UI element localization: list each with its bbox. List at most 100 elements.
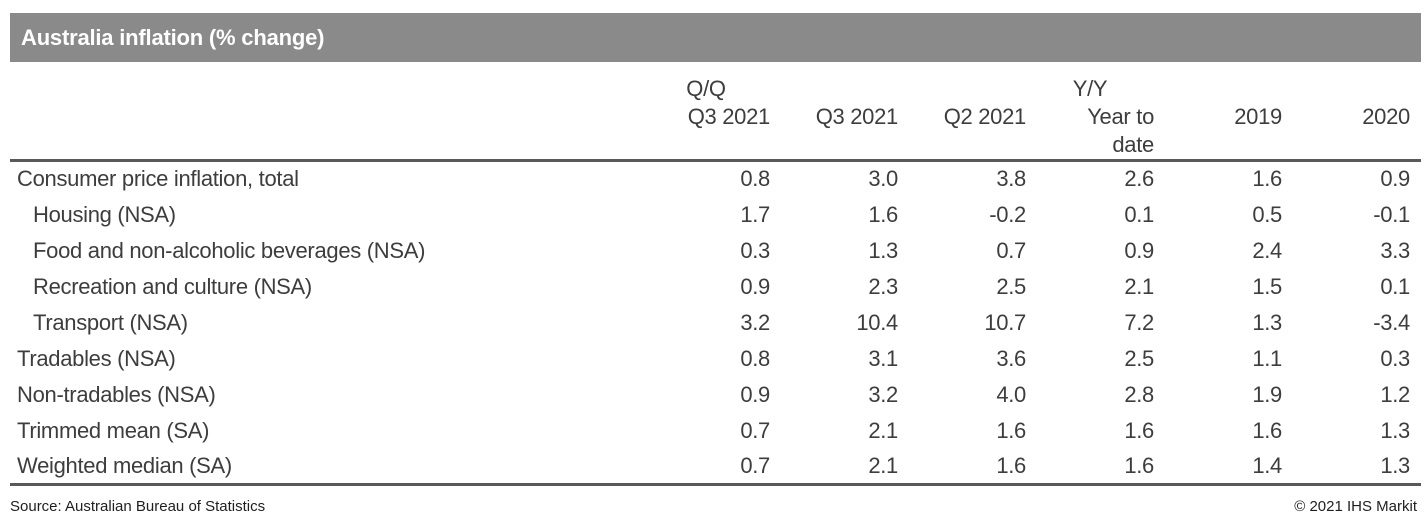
cell-value: 0.7	[996, 237, 1026, 263]
table-row: Consumer price inflation, total 0.8 3.0 3.8…	[10, 161, 1421, 197]
cell-value: 1.4	[1154, 448, 1282, 486]
cell-value: 1.6	[1252, 417, 1282, 443]
column-header-2020: 2020	[1282, 62, 1410, 162]
cell-value: 1.3	[1252, 309, 1282, 335]
row-spacer	[1410, 341, 1421, 377]
cell-value: 1.5	[1252, 273, 1282, 299]
header-period: Year to date	[1087, 104, 1154, 157]
table-row: Non-tradables (NSA) 0.9 3.2 4.0 2.8 1.9 1.2	[10, 377, 1421, 413]
cell-value: -0.1	[1373, 201, 1410, 227]
cell-value: 10.4	[856, 309, 898, 335]
cell-value: 3.3	[1380, 237, 1410, 263]
cell-value: 0.9	[1124, 237, 1154, 263]
header-period-type	[1282, 75, 1410, 103]
cell-value: 0.7	[740, 417, 770, 443]
table-row: Transport (NSA) 3.2 10.4 10.7 7.2 1.3 -3.4	[10, 305, 1421, 341]
cell-value: 3.1	[868, 345, 898, 371]
cell-value: 1.3	[1282, 448, 1410, 486]
column-header-qq-q3-2021: Q/Q Q3 2021	[642, 62, 770, 162]
row-spacer	[1410, 161, 1421, 197]
header-period: 2020	[1362, 104, 1410, 129]
table-title: Australia inflation (% change)	[21, 24, 325, 50]
cell-value: 0.9	[740, 381, 770, 407]
header-period-type	[770, 75, 898, 103]
cell-value: 0.7	[642, 448, 770, 486]
cell-value: 1.6	[1124, 417, 1154, 443]
header-period-type: Y/Y	[1072, 76, 1108, 101]
cell-value: 1.3	[868, 237, 898, 263]
source-note: Source: Australian Bureau of Statistics	[10, 498, 266, 515]
cell-value: 3.2	[740, 309, 770, 335]
table-row: Trimmed mean (SA) 0.7 2.1 1.6 1.6 1.6 1.3	[10, 413, 1421, 449]
cell-value: 0.1	[1380, 273, 1410, 299]
cell-value: 0.3	[740, 237, 770, 263]
row-label: Recreation and culture (NSA)	[33, 273, 312, 299]
cell-value: 2.6	[1124, 166, 1154, 192]
row-label: Food and non-alcoholic beverages (NSA)	[33, 237, 426, 263]
column-header-yy-year-to-date: Y/Y Year to date	[1026, 62, 1154, 162]
row-spacer	[1410, 197, 1421, 233]
column-header-q3-2021: Q3 2021	[770, 62, 899, 162]
cell-value: 1.2	[1380, 381, 1410, 407]
cell-value: 7.2	[1124, 309, 1154, 335]
cell-value: 3.2	[868, 381, 898, 407]
table-row: Tradables (NSA) 0.8 3.1 3.6 2.5 1.1 0.3	[10, 341, 1421, 377]
row-spacer	[1410, 269, 1421, 305]
table-title-bar: Australia inflation (% change)	[10, 13, 1421, 62]
cell-value: 2.4	[1252, 237, 1282, 263]
header-period-type	[1154, 75, 1282, 103]
label-column-header	[10, 62, 642, 162]
cell-value: 4.0	[996, 381, 1026, 407]
header-row: Q/Q Q3 2021 Q3 2021 Q2 2021 Y/Y Year to …	[10, 62, 1421, 162]
cell-value: 0.8	[740, 345, 770, 371]
row-label: Tradables (NSA)	[17, 345, 176, 371]
table-row: Weighted median (SA) 0.7 2.1 1.6 1.6 1.4 1.3	[10, 448, 1421, 486]
table-footer: Source: Australian Bureau of Statistics …	[10, 498, 1421, 515]
row-label: Non-tradables (NSA)	[17, 381, 216, 407]
cell-value: 0.8	[740, 166, 770, 192]
cell-value: 0.3	[1380, 345, 1410, 371]
row-label: Transport (NSA)	[33, 309, 188, 335]
cell-value: 1.6	[868, 201, 898, 227]
cell-value: 0.9	[740, 273, 770, 299]
cell-value: 1.6	[898, 448, 1026, 486]
cell-value: 10.7	[984, 309, 1026, 335]
cell-value: 1.6	[1026, 448, 1154, 486]
table-body: Consumer price inflation, total 0.8 3.0 3.8…	[10, 161, 1421, 486]
inflation-table: Q/Q Q3 2021 Q3 2021 Q2 2021 Y/Y Year to …	[10, 62, 1421, 486]
cell-value: -3.4	[1373, 309, 1410, 335]
table-row: Food and non-alcoholic beverages (NSA) 0.…	[10, 233, 1421, 269]
cell-value: 0.5	[1252, 201, 1282, 227]
header-period: Q3 2021	[815, 104, 899, 129]
row-spacer	[1410, 305, 1421, 341]
cell-value: 2.3	[868, 273, 898, 299]
cell-value: -0.2	[989, 201, 1026, 227]
row-label: Weighted median (SA)	[10, 448, 642, 486]
row-spacer	[1410, 233, 1421, 269]
cell-value: 1.6	[996, 417, 1026, 443]
cell-value: 3.0	[868, 166, 898, 192]
header-period: 2019	[1234, 104, 1282, 129]
cell-value: 1.9	[1252, 381, 1282, 407]
cell-value: 1.3	[1380, 417, 1410, 443]
column-header-2019: 2019	[1154, 62, 1282, 162]
header-period-type: Q/Q	[686, 76, 726, 101]
header-period-type	[898, 75, 1026, 103]
cell-value: 1.1	[1252, 345, 1282, 371]
cell-value: 1.6	[1252, 166, 1282, 192]
cell-value: 2.1	[770, 448, 898, 486]
table-row: Housing (NSA) 1.7 1.6 -0.2 0.1 0.5 -0.1	[10, 197, 1421, 233]
cell-value: 2.1	[1124, 273, 1154, 299]
header-period: Q2 2021	[943, 104, 1027, 129]
copyright-note: © 2021 IHS Markit	[1294, 498, 1417, 515]
row-spacer	[1410, 448, 1421, 486]
row-label: Trimmed mean (SA)	[17, 417, 210, 443]
cell-value: 3.8	[996, 166, 1026, 192]
row-spacer	[1410, 377, 1421, 413]
cell-value: 2.8	[1124, 381, 1154, 407]
table-row: Recreation and culture (NSA) 0.9 2.3 2.5 2.1…	[10, 269, 1421, 305]
cell-value: 0.9	[1380, 166, 1410, 192]
cell-value: 3.6	[996, 345, 1026, 371]
cell-value: 2.5	[996, 273, 1026, 299]
